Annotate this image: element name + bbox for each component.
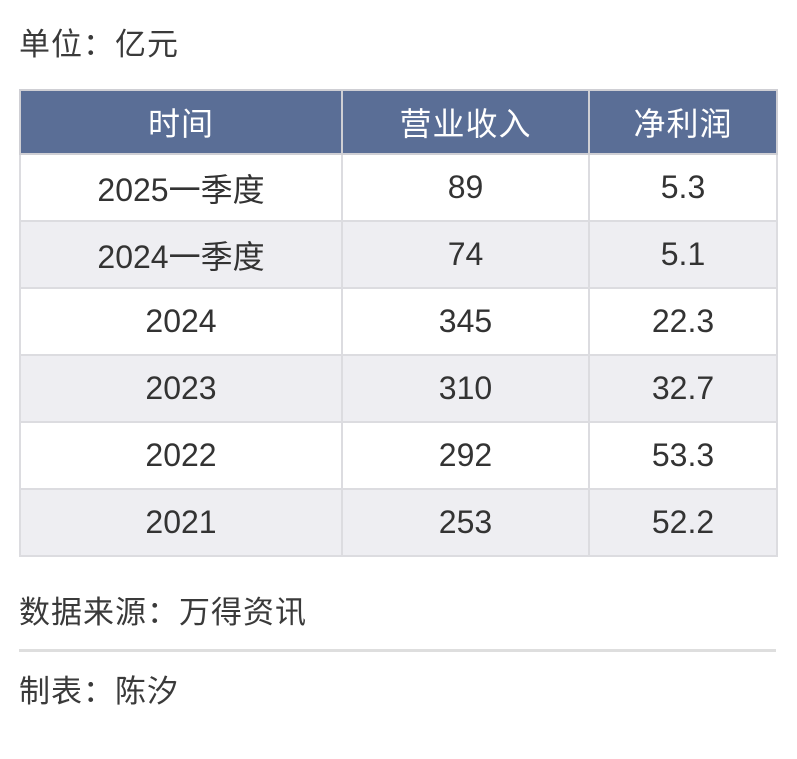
column-header-revenue: 营业收入 <box>341 89 590 155</box>
cell-profit: 52.2 <box>588 488 778 557</box>
cell-revenue: 89 <box>341 153 590 222</box>
cell-profit: 5.1 <box>588 220 778 289</box>
column-header-time: 时间 <box>19 89 343 155</box>
author-label: 制表：陈汐 <box>19 674 179 709</box>
table-row: 2021 253 52.2 <box>19 488 778 557</box>
column-header-profit: 净利润 <box>588 89 778 155</box>
unit-label: 单位：亿元 <box>19 27 179 62</box>
financial-table: 时间 营业收入 净利润 2025一季度 89 5.3 2024一季度 74 5.… <box>19 89 778 557</box>
cell-revenue: 253 <box>341 488 590 557</box>
cell-time: 2024一季度 <box>19 220 343 289</box>
page: 单位：亿元 时间 营业收入 净利润 2025一季度 89 5.3 2024一季度… <box>19 27 778 709</box>
data-source-label: 数据来源：万得资讯 <box>19 595 307 630</box>
table-header-row: 时间 营业收入 净利润 <box>19 89 778 155</box>
table-row: 2025一季度 89 5.3 <box>19 153 778 222</box>
cell-revenue: 345 <box>341 287 590 356</box>
cell-time: 2025一季度 <box>19 153 343 222</box>
divider-line <box>19 649 776 652</box>
table-row: 2024一季度 74 5.1 <box>19 220 778 289</box>
table-row: 2022 292 53.3 <box>19 421 778 490</box>
cell-profit: 5.3 <box>588 153 778 222</box>
table-row: 2024 345 22.3 <box>19 287 778 356</box>
cell-profit: 32.7 <box>588 354 778 423</box>
cell-revenue: 74 <box>341 220 590 289</box>
cell-time: 2022 <box>19 421 343 490</box>
cell-time: 2024 <box>19 287 343 356</box>
cell-revenue: 310 <box>341 354 590 423</box>
table-row: 2023 310 32.7 <box>19 354 778 423</box>
cell-time: 2023 <box>19 354 343 423</box>
cell-time: 2021 <box>19 488 343 557</box>
cell-profit: 53.3 <box>588 421 778 490</box>
cell-revenue: 292 <box>341 421 590 490</box>
cell-profit: 22.3 <box>588 287 778 356</box>
